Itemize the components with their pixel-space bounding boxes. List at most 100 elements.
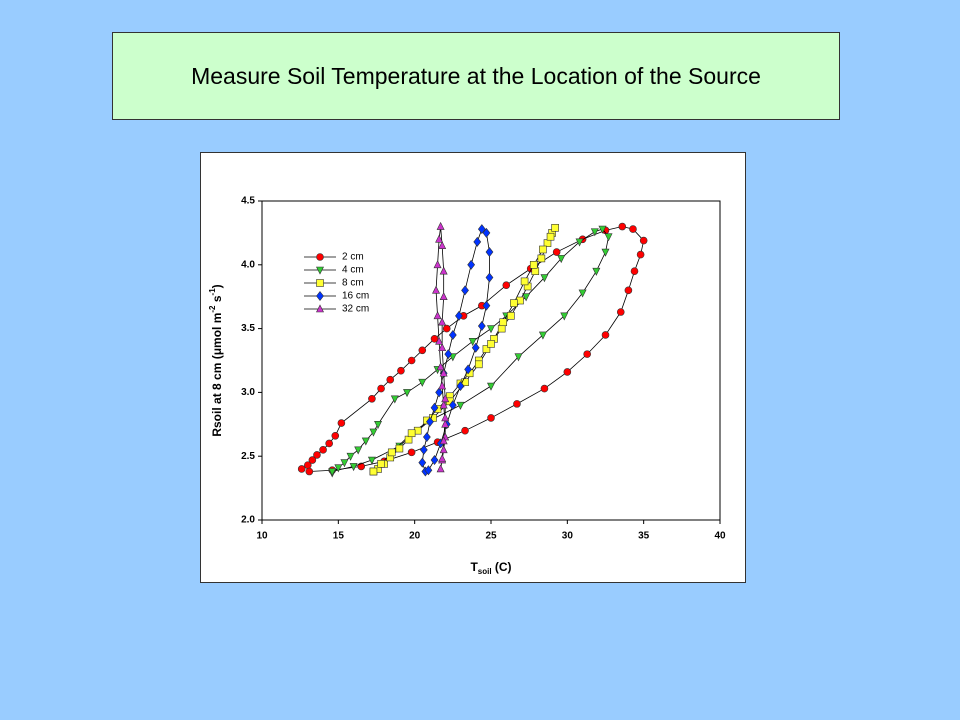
y-tick-label: 2.0 [241,515,255,526]
marker [430,335,439,343]
x-tick-label: 25 [485,531,497,542]
marker [377,460,385,468]
marker [616,308,625,316]
y-label-part: -2 [208,305,217,313]
marker [575,238,584,247]
marker [510,299,518,307]
marker [367,456,376,465]
chart-frame [200,152,746,583]
marker [441,394,450,403]
marker [319,446,327,454]
marker [461,378,469,386]
legend-label: 4 cm [342,265,364,276]
marker [331,431,340,440]
x-label-part: soil [478,567,492,576]
marker [513,400,521,408]
y-tick-label: 3.0 [241,387,255,398]
marker [531,267,540,275]
marker [456,401,465,410]
marker [369,428,378,437]
marker [543,239,552,247]
marker [435,387,443,398]
marker [439,368,448,377]
marker [557,255,566,264]
marker [540,384,549,393]
marker [407,429,416,438]
marker [485,272,494,283]
marker [422,432,431,443]
marker [461,426,469,435]
marker [438,317,447,326]
marker [418,457,427,468]
marker [482,345,491,353]
marker [435,234,444,243]
x-tick-label: 30 [562,531,574,542]
marker [477,321,486,332]
y-label-part: Rsoil at 8 cm (μmol m [210,313,224,437]
marker [473,236,482,247]
marker [419,444,428,455]
x-tick-label: 10 [256,531,268,542]
marker [477,224,486,235]
marker [601,248,610,257]
marker [430,455,439,466]
marker [387,448,396,457]
marker [624,286,633,295]
marker [361,437,370,446]
marker [636,250,645,259]
marker [514,353,523,362]
legend-marker [316,279,324,287]
marker [395,444,404,453]
series [328,225,613,478]
marker [337,419,346,427]
marker [407,448,416,457]
marker [426,416,434,427]
marker [340,459,349,468]
marker [598,225,607,234]
x-label-part: (C) [492,560,512,574]
marker [430,402,439,413]
legend-marker [316,304,324,313]
marker [444,349,453,360]
marker [374,420,383,429]
marker [539,245,547,254]
marker [578,289,587,298]
marker [439,445,448,454]
marker [442,324,451,333]
marker [590,228,599,237]
marker [436,221,445,230]
marker [418,378,427,387]
marker [441,419,450,428]
marker [639,236,648,245]
marker [439,292,448,300]
marker [403,389,412,398]
y-label-part: -1 [208,288,217,296]
marker [439,400,448,409]
marker [474,360,483,369]
marker [438,381,447,390]
marker [563,368,572,376]
marker [438,343,447,352]
marker [540,274,549,283]
slide-title: Measure Soil Temperature at the Location… [112,32,840,120]
marker [349,463,358,472]
chart: 2.0 2.5 3.0 3.5 4.0 4.5 10 15 20 25 30 35 40 Tsoil (C… [200,152,746,583]
marker [551,223,559,232]
marker [552,248,561,256]
marker [601,331,610,339]
marker [436,362,445,371]
marker [485,247,494,258]
series-line [421,228,490,472]
legend-label: 2 cm [342,252,364,263]
marker [546,232,555,241]
legend-marker [316,291,324,301]
marker [377,384,385,393]
marker [455,310,463,321]
marker [618,222,627,231]
x-tick-label: 40 [714,531,726,542]
marker [522,293,531,302]
series [369,223,559,476]
marker [502,281,511,290]
marker [529,261,538,269]
